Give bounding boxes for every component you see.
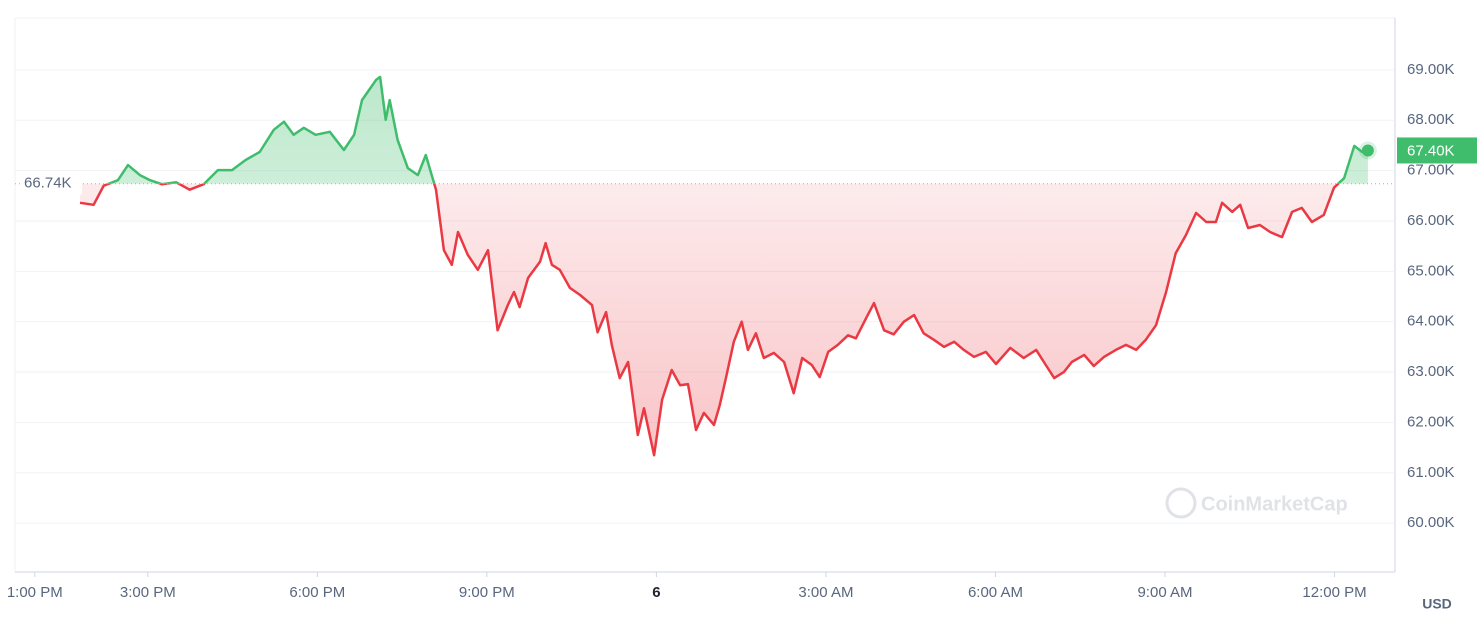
reference-label-bg (20, 172, 82, 195)
price-line-up (105, 75, 1369, 184)
y-tick-label: 64.00K (1407, 313, 1455, 330)
x-tick-label: 3:00 AM (798, 584, 853, 601)
y-tick-label: 67.00K (1407, 162, 1455, 179)
currency-label: USD (1422, 596, 1452, 612)
watermark-logo (1165, 487, 1197, 519)
x-tick-label: 12:00 PM (1302, 584, 1366, 601)
y-tick-label: 68.00K (1407, 111, 1455, 128)
y-tick-label: 60.00K (1407, 514, 1455, 531)
y-tick-label: 69.00K (1407, 61, 1455, 78)
x-tick-label: 9:00 AM (1137, 584, 1192, 601)
x-tick-label: 9:00 PM (459, 584, 515, 601)
last-price-tag (1397, 137, 1477, 164)
y-tick-label: 63.00K (1407, 363, 1455, 380)
x-tick-label: 6:00 AM (968, 584, 1023, 601)
x-tick-label: 6 (652, 584, 660, 601)
x-tick-label: 6:00 PM (289, 584, 345, 601)
last-price-label: 67.40K (1407, 142, 1455, 159)
y-tick-label: 65.00K (1407, 262, 1455, 279)
area-up (80, 76, 1368, 184)
watermark-text: CoinMarketCap (1201, 493, 1348, 515)
price-line-down (79, 183, 1341, 457)
x-tick-label: 1:00 PM (7, 584, 63, 601)
x-tick-label: 3:00 PM (120, 584, 176, 601)
reference-label: 66.74K (24, 175, 72, 192)
y-tick-label: 61.00K (1407, 464, 1455, 481)
area-down (80, 183, 1339, 456)
y-tick-label: 62.00K (1407, 413, 1455, 430)
y-tick-label: 66.00K (1407, 212, 1455, 229)
plot: 66.74K 67.40K (15, 75, 1477, 457)
watermark: CoinMarketCap (1165, 487, 1348, 519)
last-point (1361, 144, 1374, 157)
